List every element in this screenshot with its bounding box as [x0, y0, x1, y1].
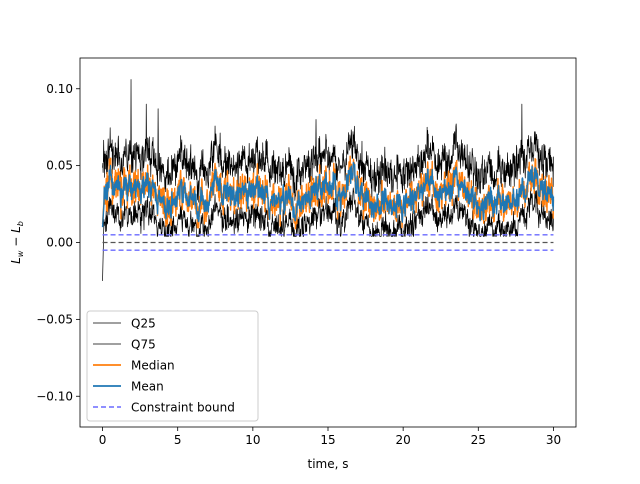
x-tick-label: 30: [546, 433, 561, 447]
x-tick-label: 10: [245, 433, 260, 447]
y-tick-label: 0.10: [46, 82, 73, 96]
legend-label-q25: Q25: [131, 317, 156, 331]
y-tick-label: −0.10: [36, 389, 73, 403]
y-tick-label: −0.05: [36, 312, 73, 326]
series-q75-line: [102, 79, 554, 203]
x-tick-label: 25: [471, 433, 486, 447]
series-q25-line: [102, 187, 554, 281]
legend: Q25 Q75 Median Mean Constraint bound: [86, 310, 259, 422]
x-tick-label: 0: [99, 433, 107, 447]
y-tick-label: 0.05: [46, 159, 73, 173]
series-mean-line: [101, 161, 555, 228]
x-axis-label: time, s: [308, 457, 349, 471]
y-tick-label: 0.00: [46, 236, 73, 250]
legend-box: [86, 310, 259, 422]
legend-label-median: Median: [131, 359, 175, 373]
ticks-layer: 0 5 10 15 20 25 30 −0.10 −0.05 0.00 0.05 0.10: [36, 82, 561, 447]
y-axis-label: Lw − Lb: [9, 221, 25, 264]
data-layer: [101, 79, 555, 281]
legend-label-constraint-bound: Constraint bound: [131, 401, 235, 415]
x-tick-label: 5: [174, 433, 182, 447]
legend-label-mean: Mean: [131, 380, 164, 394]
x-tick-label: 20: [396, 433, 411, 447]
x-tick-label: 15: [320, 433, 335, 447]
legend-label-q75: Q75: [131, 338, 156, 352]
